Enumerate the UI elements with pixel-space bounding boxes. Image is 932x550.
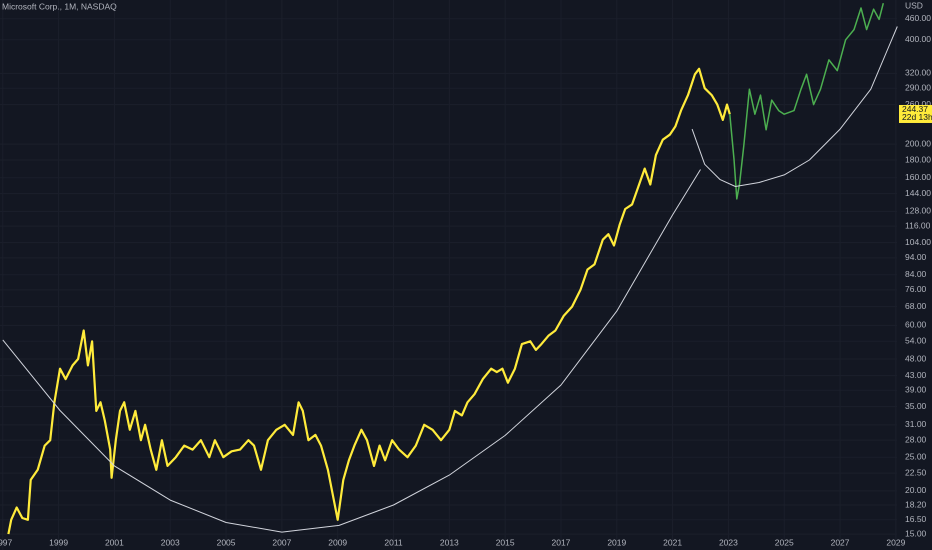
x-tick-label: 2009 (328, 537, 347, 547)
chart-title: Microsoft Corp., 1M, NASDAQ (2, 1, 117, 11)
price-line (691, 26, 898, 187)
y-tick-label: 31.00 (905, 419, 927, 429)
y-tick-label: 54.00 (905, 336, 927, 346)
x-tick-label: 2027 (831, 537, 850, 547)
x-tick-label: 2021 (663, 537, 682, 547)
x-tick-label: 2005 (217, 537, 236, 547)
y-tick-label: 43.00 (905, 370, 927, 380)
grid (0, 0, 897, 550)
y-tick-label: 400.00 (905, 34, 931, 44)
x-tick-label: 2013 (440, 537, 459, 547)
x-tick-label: 2001 (105, 537, 124, 547)
y-tick-label: 460.00 (905, 13, 931, 23)
y-tick-label: 76.00 (905, 284, 927, 294)
y-tick-label: 18.20 (905, 499, 927, 509)
y-tick-label: 16.50 (905, 514, 927, 524)
y-unit: USD (905, 0, 923, 10)
y-tick-label: 20.00 (905, 485, 927, 495)
countdown-label: 22d 13h (902, 112, 932, 122)
y-tick-label: 104.00 (905, 237, 931, 247)
y-tick-label: 290.00 (905, 82, 931, 92)
x-tick-label: 2023 (719, 537, 738, 547)
y-tick-label: 128.00 (905, 206, 931, 216)
price-line (729, 3, 885, 200)
last-price-label: 244.37 (902, 104, 928, 114)
y-tick-label: 160.00 (905, 172, 931, 182)
y-tick-label: 144.00 (905, 188, 931, 198)
y-tick-label: 94.00 (905, 252, 927, 262)
x-tick-label: 2025 (775, 537, 794, 547)
y-tick-label: 60.00 (905, 320, 927, 330)
y-tick-label: 260.00 (905, 99, 931, 109)
y-tick-label: 15.00 (905, 528, 927, 538)
y-tick-label: 25.00 (905, 451, 927, 461)
x-tick-label: 2015 (496, 537, 515, 547)
price-line (7, 67, 731, 535)
y-tick-label: 39.00 (905, 385, 927, 395)
y-tick-label: 35.00 (905, 401, 927, 411)
x-tick-label: 2029 (886, 537, 905, 547)
y-tick-label: 48.00 (905, 353, 927, 363)
x-tick-label: 2007 (272, 537, 291, 547)
x-tick-label: 1997 (0, 537, 13, 547)
y-tick-label: 68.00 (905, 301, 927, 311)
x-tick-label: 2003 (161, 537, 180, 547)
price-line (2, 169, 701, 533)
plot (2, 3, 898, 535)
y-tick-label: 28.00 (905, 434, 927, 444)
last-price-box (899, 104, 932, 123)
y-tick-label: 320.00 (905, 68, 931, 78)
y-tick-label: 200.00 (905, 138, 931, 148)
y-tick-label: 84.00 (905, 269, 927, 279)
x-tick-label: 1999 (49, 537, 68, 547)
y-tick-label: 180.00 (905, 154, 931, 164)
y-tick-label: 22.50 (905, 467, 927, 477)
axes: 15.00 16.50 18.20 20.00 22.50 25.00 28.00 31.00… (0, 13, 932, 547)
x-tick-label: 2019 (607, 537, 626, 547)
x-tick-label: 2017 (552, 537, 571, 547)
x-tick-label: 2011 (384, 537, 403, 547)
y-tick-label: 116.00 (905, 220, 931, 230)
